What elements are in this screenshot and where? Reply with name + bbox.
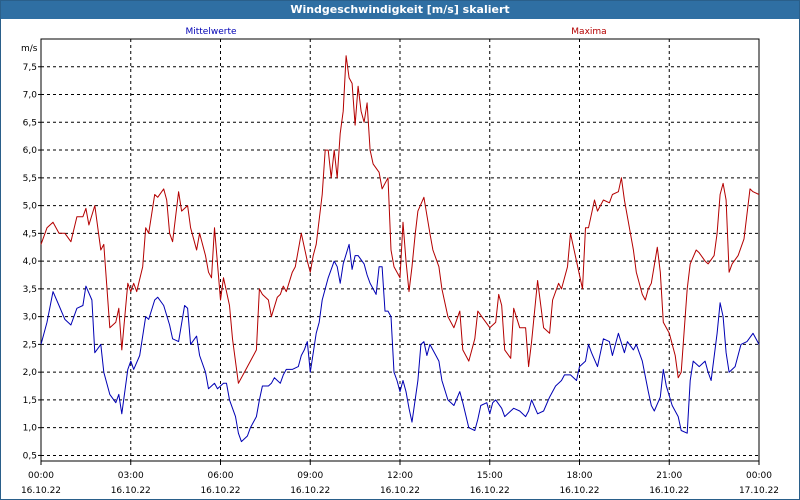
series-group [40,55,760,443]
y-axis-label: m/s [21,44,38,54]
x-tick-date-label: 16.10.22 [200,486,240,496]
y-tick-label: 3,5 [23,285,37,295]
y-tick-label: 6,0 [23,146,38,156]
y-tick-label: 6,5 [23,118,37,128]
x-tick-time-label: 03:00 [118,471,144,481]
grid [41,39,759,461]
y-tick-label: 5,5 [23,174,37,184]
x-tick-date-label: 16.10.22 [559,486,599,496]
x-tick-time-label: 18:00 [567,471,593,481]
x-tick-time-label: 09:00 [297,471,323,481]
x-tick-time-label: 00:00 [28,471,54,481]
chart-title: Windgeschwindigkeit [m/s] skaliert [1,1,799,19]
series-line-mittelwerte [40,243,760,443]
y-tick-label: 7,5 [23,63,37,73]
y-tick-label: 4,0 [23,257,38,267]
x-tick-date-label: 16.10.22 [649,486,689,496]
y-tick-label: 3,0 [23,313,38,323]
x-tick-date-label: 16.10.22 [380,486,420,496]
y-tick-label: 1,5 [23,396,37,406]
y-tick-label: 4,5 [23,229,37,239]
y-tick-label: 7,0 [23,91,38,101]
x-tick-time-label: 21:00 [656,471,682,481]
x-tick-time-label: 06:00 [208,471,234,481]
y-tick-label: 1,0 [23,424,38,434]
x-tick-date-label: 16.10.22 [470,486,510,496]
legend-mittelwerte: Mittelwerte [185,27,236,37]
series-line-maxima [40,55,760,384]
x-tick-date-label: 17.10.22 [739,486,779,496]
x-tick-date-label: 16.10.22 [290,486,330,496]
y-axis: 0,5 1,0 1,5 2,0 2,5 3,0 3,5 4,0 4,5 5,0 5,5 6,0 6,5 7… [23,63,41,461]
y-tick-label: 5,0 [23,202,38,212]
x-tick-time-label: 12:00 [387,471,413,481]
x-tick-time-label: 15:00 [477,471,503,481]
x-tick-time-label: 00:00 [746,471,772,481]
x-tick-date-label: 16.10.22 [21,486,61,496]
y-tick-label: 2,0 [23,368,38,378]
legend-maxima: Maxima [571,27,606,37]
y-tick-label: 2,5 [23,340,37,350]
y-tick-label: 0,5 [23,451,37,461]
x-tick-date-label: 16.10.22 [111,486,151,496]
x-axis: 00:00 16.10.22 03:00 16.10.22 06:00 16.10.22 0… [21,461,779,496]
